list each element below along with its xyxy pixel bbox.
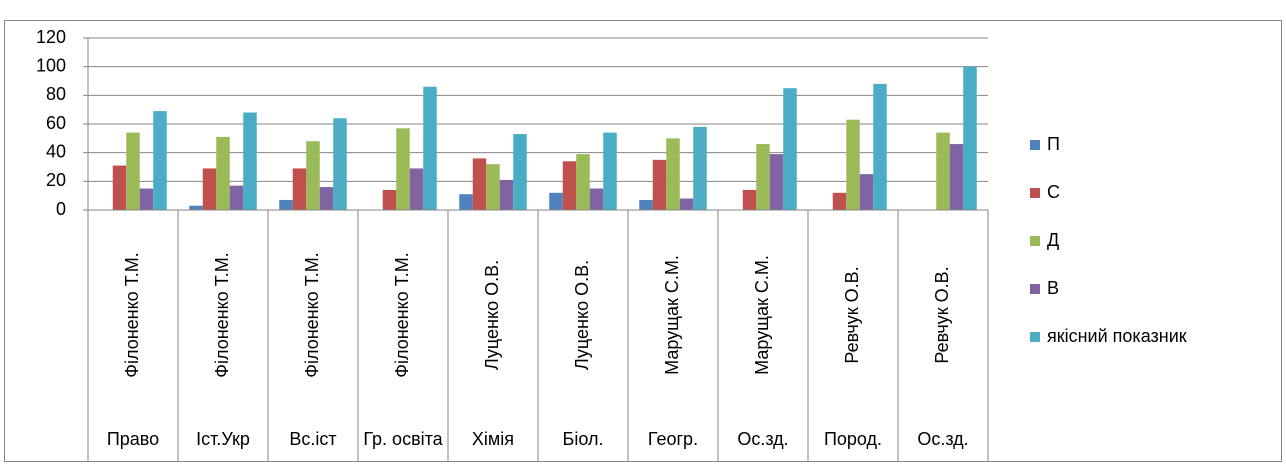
- y-tick-label: 120: [36, 27, 66, 47]
- bar: [486, 164, 500, 210]
- bar: [292, 168, 307, 210]
- bar: [229, 185, 244, 210]
- bar: [936, 132, 950, 210]
- bar: [409, 168, 424, 210]
- bar: [832, 192, 847, 210]
- bar: [472, 158, 487, 210]
- category-group-label: Гр. освіта: [363, 429, 443, 449]
- bar: [963, 66, 977, 211]
- y-tick-label: 40: [46, 141, 66, 161]
- legend-swatch: [1030, 188, 1040, 198]
- bar: [423, 86, 437, 210]
- x-tick-label: Ревчук О.В.: [932, 266, 952, 363]
- category-group-label: Вс.іст: [289, 429, 336, 449]
- x-tick-label: Філоненко Т.М.: [122, 252, 142, 377]
- y-tick-label: 0: [56, 199, 66, 219]
- bar: [873, 83, 887, 210]
- bar: [846, 119, 860, 210]
- bar: [243, 112, 257, 210]
- category-group-label: Право: [107, 429, 159, 449]
- legend-label: В: [1047, 278, 1059, 298]
- legend-label: П: [1047, 134, 1060, 154]
- bar: [202, 168, 217, 210]
- bar: [859, 174, 874, 210]
- bar: [319, 187, 334, 210]
- bar: [513, 134, 527, 210]
- category-group-label: Пород.: [824, 429, 882, 449]
- legend-swatch: [1030, 332, 1040, 342]
- bar: [216, 136, 230, 210]
- y-tick-label: 100: [36, 55, 66, 75]
- x-tick-label: Ревчук О.В.: [842, 266, 862, 363]
- legend-label: Д: [1047, 230, 1059, 250]
- x-tick-label: Філоненко Т.М.: [212, 252, 232, 377]
- bar: [382, 189, 397, 210]
- bar: [652, 159, 667, 210]
- category-group-label: Біол.: [563, 429, 604, 449]
- y-tick-label: 80: [46, 84, 66, 104]
- bar: [693, 126, 707, 210]
- legend-swatch: [1030, 140, 1040, 150]
- category-group-label: Хімія: [472, 429, 514, 449]
- bar: [279, 199, 293, 210]
- legend-label: якісний показник: [1047, 326, 1187, 346]
- bar: [742, 189, 757, 210]
- bar: [189, 205, 203, 210]
- bar: [139, 188, 154, 210]
- bar: [603, 132, 617, 210]
- bar: [333, 118, 347, 210]
- bar: [153, 111, 167, 210]
- bar: [639, 199, 653, 210]
- bar: [499, 179, 514, 210]
- bar: [549, 192, 563, 210]
- category-group-label: Ос.зд.: [737, 429, 788, 449]
- x-tick-label: Марущак С.М.: [752, 255, 772, 375]
- category-group-label: Геогр.: [648, 429, 698, 449]
- bar: [562, 161, 577, 210]
- x-tick-label: Марущак С.М.: [662, 255, 682, 375]
- bar: [112, 165, 127, 210]
- bar: [126, 132, 140, 210]
- bar: [576, 154, 590, 210]
- y-tick-label: 20: [46, 170, 66, 190]
- bar: [769, 154, 784, 210]
- bar: [783, 88, 797, 210]
- bar: [306, 141, 320, 210]
- bar: [459, 194, 473, 210]
- legend-swatch: [1030, 284, 1040, 294]
- chart-frame: [4, 20, 1282, 462]
- x-tick-label: Філоненко Т.М.: [302, 252, 322, 377]
- x-tick-label: Філоненко Т.М.: [392, 252, 412, 377]
- category-group-label: Іст.Укр: [196, 429, 250, 449]
- bar: [396, 128, 410, 210]
- bar: [679, 198, 694, 210]
- y-tick-label: 60: [46, 113, 66, 133]
- x-tick-label: Луценко О.В.: [572, 260, 592, 370]
- bar: [589, 188, 604, 210]
- bar: [949, 144, 964, 210]
- bar: [666, 138, 680, 210]
- legend-swatch: [1030, 236, 1040, 246]
- x-tick-label: Луценко О.В.: [482, 260, 502, 370]
- bar: [756, 144, 770, 210]
- legend-label: С: [1047, 182, 1060, 202]
- category-group-label: Ос.зд.: [917, 429, 968, 449]
